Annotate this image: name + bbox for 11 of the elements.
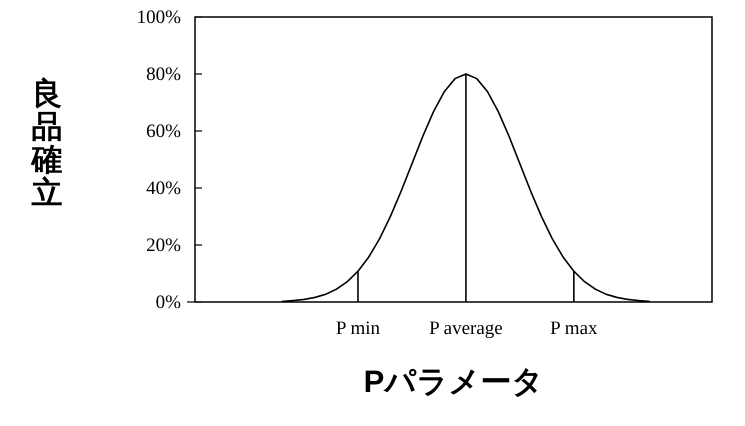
y-tick-label: 20% bbox=[146, 235, 182, 256]
x-tick-label: P max bbox=[550, 318, 598, 339]
x-axis-title: Pパラメータ bbox=[364, 364, 544, 399]
y-tick-label: 40% bbox=[146, 178, 182, 199]
x-tick-label: P average bbox=[429, 318, 503, 339]
y-tick-label: 100% bbox=[136, 7, 182, 28]
x-tick-label: P min bbox=[336, 318, 381, 339]
y-tick-label: 0% bbox=[156, 292, 182, 313]
y-tick-label: 80% bbox=[146, 64, 182, 85]
y-axis-title: 良品確立 bbox=[30, 76, 62, 210]
y-tick-label: 60% bbox=[146, 121, 182, 142]
